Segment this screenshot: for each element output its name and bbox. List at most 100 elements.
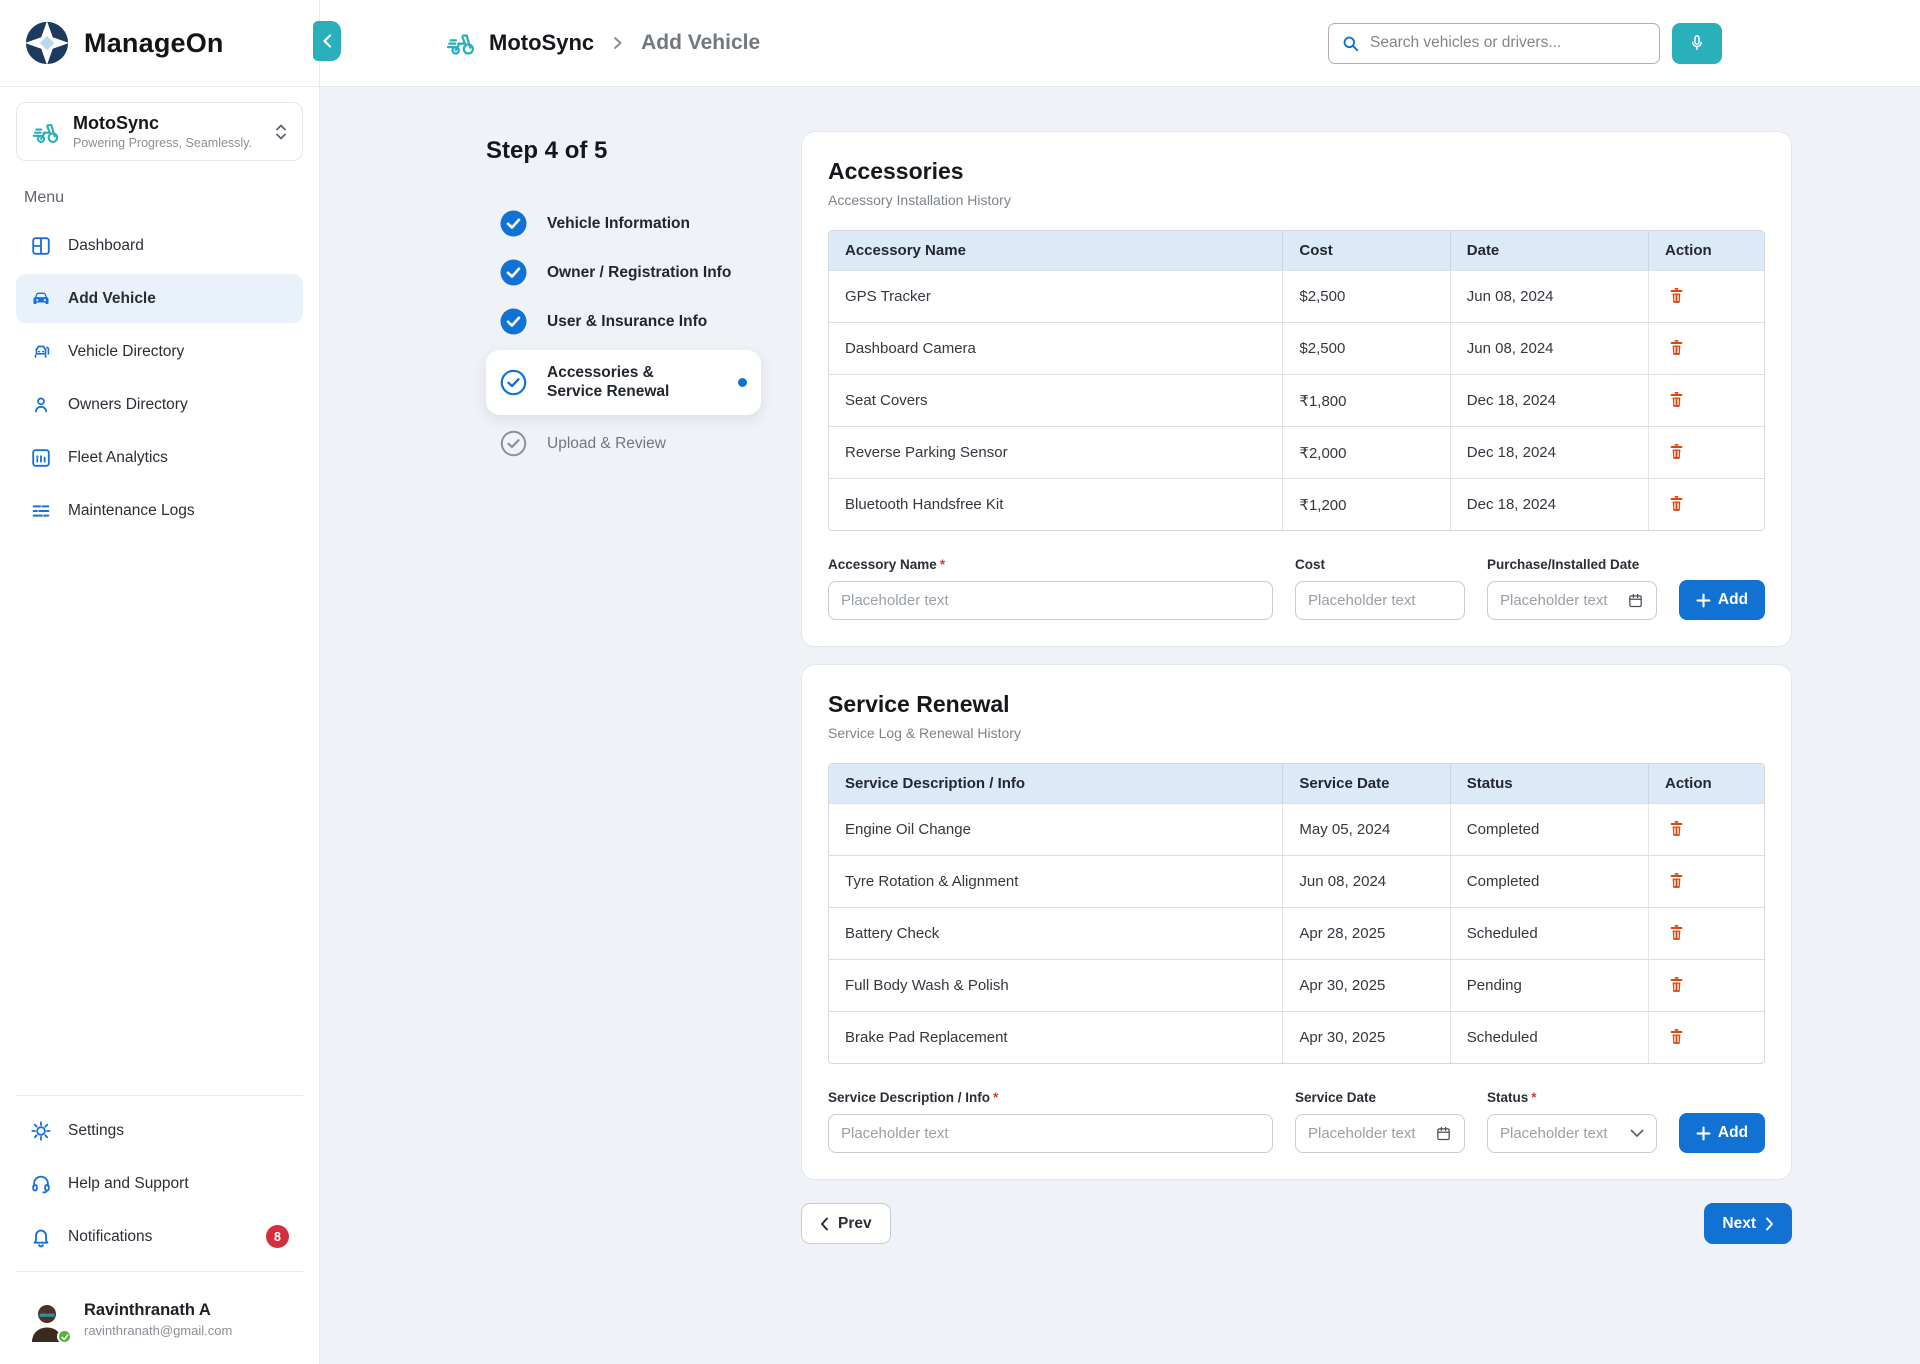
- required-marker: *: [1531, 1090, 1536, 1105]
- service-renewal-card: Service Renewal Service Log & Renewal Hi…: [801, 664, 1792, 1180]
- step-user-insurance[interactable]: User & Insurance Info: [486, 297, 761, 346]
- divider: [16, 1271, 303, 1272]
- purchase-date-label: Purchase/Installed Date: [1487, 557, 1657, 572]
- chevron-down-icon: [1630, 1129, 1644, 1138]
- sidebar-item-fleet-analytics[interactable]: Fleet Analytics: [16, 433, 303, 482]
- chevron-updown-icon: [274, 123, 288, 141]
- accessory-name-field: [828, 581, 1273, 620]
- breadcrumb-product[interactable]: MotoSync: [489, 30, 594, 56]
- delete-row-button[interactable]: [1665, 869, 1688, 892]
- sidebar-item-maintenance-logs[interactable]: Maintenance Logs: [16, 486, 303, 535]
- sidebar: ManageOn MotoSync Powering Progress, Sea…: [0, 0, 320, 1364]
- app-name: ManageOn: [84, 28, 224, 59]
- column-header: Status: [1451, 764, 1649, 803]
- step-done-icon: [500, 308, 527, 335]
- status-label: Status*: [1487, 1090, 1657, 1105]
- sidebar-item-dashboard[interactable]: Dashboard: [16, 221, 303, 270]
- step-done-icon: [500, 210, 527, 237]
- service-date-label: Service Date: [1295, 1090, 1465, 1105]
- trash-icon: [1667, 338, 1686, 357]
- accessory-name-input[interactable]: [841, 592, 1260, 609]
- sidebar-item-notifications[interactable]: Notifications 8: [16, 1212, 303, 1261]
- service-desc-label: Service Description / Info*: [828, 1090, 1273, 1105]
- trash-icon: [1667, 975, 1686, 994]
- delete-row-button[interactable]: [1665, 284, 1688, 307]
- delete-row-button[interactable]: [1665, 336, 1688, 359]
- bar-chart-icon: [30, 447, 52, 469]
- required-marker: *: [940, 557, 945, 572]
- delete-row-button[interactable]: [1665, 817, 1688, 840]
- sidebar-item-settings[interactable]: Settings: [16, 1106, 303, 1155]
- delete-row-button[interactable]: [1665, 1025, 1688, 1048]
- workspace-switcher[interactable]: MotoSync Powering Progress, Seamlessly.: [16, 102, 303, 161]
- cost-cell: ₹1,800: [1283, 374, 1450, 426]
- person-icon: [30, 394, 52, 416]
- delete-row-button[interactable]: [1665, 440, 1688, 463]
- delete-row-button[interactable]: [1665, 492, 1688, 515]
- service-desc-cell: Tyre Rotation & Alignment: [829, 855, 1283, 907]
- date-cell: Dec 18, 2024: [1451, 374, 1649, 426]
- add-service-button[interactable]: Add: [1679, 1113, 1765, 1153]
- table-row: Battery Check Apr 28, 2025 Scheduled: [829, 907, 1764, 959]
- service-desc-input[interactable]: [841, 1125, 1260, 1142]
- cost-input[interactable]: [1308, 592, 1452, 609]
- sidebar-item-label: Notifications: [68, 1228, 152, 1246]
- delete-row-button[interactable]: [1665, 973, 1688, 996]
- notifications-badge: 8: [266, 1225, 289, 1248]
- sidebar-item-label: Vehicle Directory: [68, 343, 184, 361]
- add-accessory-button[interactable]: Add: [1679, 580, 1765, 620]
- search-input[interactable]: [1370, 34, 1647, 52]
- service-date-field[interactable]: Placeholder text: [1295, 1114, 1465, 1153]
- sidebar-item-vehicle-directory[interactable]: Vehicle Directory: [16, 327, 303, 376]
- step-active-icon: [500, 369, 527, 396]
- trash-icon: [1667, 1027, 1686, 1046]
- workspace-name: MotoSync: [73, 113, 262, 134]
- sidebar-item-owners-directory[interactable]: Owners Directory: [16, 380, 303, 429]
- prev-step-button[interactable]: Prev: [801, 1203, 891, 1244]
- cost-field: [1295, 581, 1465, 620]
- step-label: Vehicle Information: [547, 214, 690, 233]
- step-vehicle-information[interactable]: Vehicle Information: [486, 199, 761, 248]
- sidebar-footer-nav: Settings Help and Support Notification: [0, 1106, 319, 1261]
- status-cell: Completed: [1451, 803, 1649, 855]
- user-profile[interactable]: Ravinthranath A ravinthranath@gmail.com: [0, 1282, 319, 1364]
- app-logo: ManageOn: [0, 0, 319, 87]
- date-cell: Jun 08, 2024: [1451, 270, 1649, 322]
- delete-row-button[interactable]: [1665, 921, 1688, 944]
- status-cell: Completed: [1451, 855, 1649, 907]
- breadcrumb: MotoSync Add Vehicle: [445, 27, 760, 59]
- step-upcoming-icon: [500, 430, 527, 457]
- sidebar-item-help-support[interactable]: Help and Support: [16, 1159, 303, 1208]
- menu-section-label: Menu: [24, 189, 295, 207]
- sidebar-collapse-button[interactable]: [313, 21, 341, 61]
- status-select[interactable]: Placeholder text: [1487, 1114, 1657, 1153]
- step-label: Upload & Review: [547, 434, 666, 453]
- motorcycle-icon: [31, 117, 61, 147]
- service-title: Service Renewal: [828, 691, 1765, 718]
- accessory-name-label: Accessory Name*: [828, 557, 1273, 572]
- step-upload-review[interactable]: Upload & Review: [486, 419, 761, 468]
- service-desc-cell: Battery Check: [829, 907, 1283, 959]
- required-marker: *: [993, 1090, 998, 1105]
- delete-row-button[interactable]: [1665, 388, 1688, 411]
- accessory-name-cell: Seat Covers: [829, 374, 1283, 426]
- step-accessories-service-renewal[interactable]: Accessories & Service Renewal: [486, 350, 761, 415]
- service-desc-cell: Full Body Wash & Polish: [829, 959, 1283, 1011]
- service-desc-field: [828, 1114, 1273, 1153]
- sidebar-item-add-vehicle[interactable]: Add Vehicle: [16, 274, 303, 323]
- table-row: Full Body Wash & Polish Apr 30, 2025 Pen…: [829, 959, 1764, 1011]
- table-row: Brake Pad Replacement Apr 30, 2025 Sched…: [829, 1011, 1764, 1063]
- top-header: MotoSync Add Vehicle: [320, 0, 1920, 87]
- logs-icon: [30, 500, 52, 522]
- service-table: Service Description / Info Service Date …: [828, 763, 1765, 1064]
- status-cell: Scheduled: [1451, 907, 1649, 959]
- column-header: Date: [1451, 231, 1649, 270]
- step-owner-registration[interactable]: Owner / Registration Info: [486, 248, 761, 297]
- voice-search-button[interactable]: [1672, 23, 1722, 64]
- breadcrumb-page: Add Vehicle: [641, 31, 760, 55]
- next-step-button[interactable]: Next: [1704, 1203, 1792, 1244]
- calendar-icon: [1627, 592, 1644, 609]
- column-header: Service Date: [1283, 764, 1450, 803]
- date-cell: Dec 18, 2024: [1451, 426, 1649, 478]
- purchase-date-field[interactable]: Placeholder text: [1487, 581, 1657, 620]
